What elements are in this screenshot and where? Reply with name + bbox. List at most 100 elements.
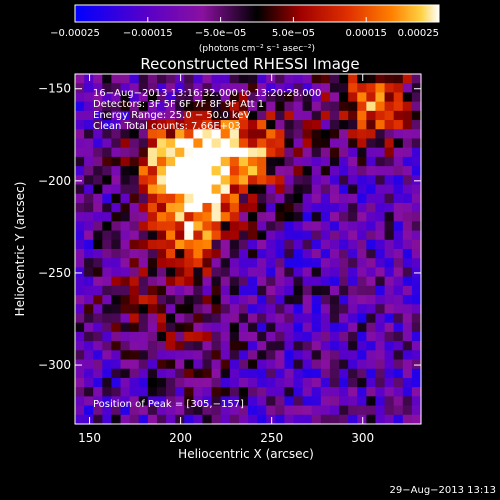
heatmap-cell [402,193,413,204]
heatmap-cell [211,258,222,269]
axis-ticks: 150 200 250 300 −150 −200 −250 −300 [38,74,421,445]
heatmap-cell [411,110,422,121]
heatmap-cell [238,74,249,84]
heatmap-cell [211,184,222,195]
heatmap-cell [175,101,185,112]
heatmap-cell [156,377,167,388]
heatmap-cell [375,83,386,94]
heatmap-cell [311,147,322,158]
heatmap-cell [302,249,313,259]
heatmap-cell [147,377,158,388]
heatmap-cell [384,83,395,94]
heatmap-cell [339,83,349,94]
heatmap-cell [402,322,413,333]
heatmap-cell [339,331,349,342]
heatmap-cell [393,258,404,269]
heatmap-cell [348,101,358,112]
heatmap-cell [329,74,340,84]
heatmap-cell [166,184,176,195]
heatmap-cell [175,230,185,241]
heatmap-cell [411,313,422,324]
heatmap-cell [147,92,158,103]
heatmap-cell [138,331,149,342]
heatmap-cell [384,295,395,305]
heatmap-cell [411,359,422,370]
colorbar-gradient [74,4,440,23]
heatmap-cell [111,221,122,232]
heatmap-cell [293,331,304,342]
heatmap-cell [366,276,377,287]
heatmap-cell [156,129,167,140]
heatmap-cell [166,193,176,204]
heatmap-cell [329,239,340,250]
heatmap-cell [366,304,377,315]
heatmap-cell [93,184,103,195]
heatmap-cell [111,368,122,379]
heatmap-cell [129,276,140,287]
heatmap-cell [93,359,103,370]
heatmap-cell [311,304,322,315]
heatmap-cell [229,175,240,186]
heatmap-cell [284,221,295,232]
heatmap-cell [220,313,231,324]
heatmap-cell [120,341,131,351]
heatmap-cell [348,138,358,149]
heatmap-cell [248,377,258,388]
heatmap-cell [293,295,304,305]
heatmap-cell [320,313,331,324]
heatmap-cell [220,304,231,315]
heatmap-cell [175,341,185,351]
heatmap-cell [302,331,313,342]
heatmap-cell [238,212,249,222]
heatmap-cell [93,175,103,186]
heatmap-cell [402,138,413,149]
heatmap-cell [357,239,367,250]
heatmap-cell [311,414,322,425]
heatmap-cell [75,110,85,121]
heatmap-cell [156,221,167,232]
heatmap-cell [302,313,313,324]
heatmap-cell [266,212,276,222]
heatmap-cell [257,147,267,158]
heatmap-cell [275,138,286,149]
heatmap-cell [129,331,140,342]
heatmap-cell [384,387,395,397]
heatmap-cell [102,230,113,241]
heatmap-cell [138,276,149,287]
heatmap-cell [156,175,167,186]
heatmap-cell [220,212,231,222]
heatmap-cell [193,184,204,195]
heatmap-cell [229,230,240,241]
heatmap-cell [329,313,340,324]
heatmap-cell [229,92,240,103]
heatmap-cell [293,249,304,259]
heatmap-cell [320,239,331,250]
heatmap-cell [120,239,131,250]
heatmap-cell [284,239,295,250]
y-tick-label: −150 [38,82,71,96]
heatmap-cell [393,341,404,351]
heatmap-cell [375,377,386,388]
heatmap-cell [375,129,386,140]
heatmap-cell [266,249,276,259]
heatmap-cell [229,74,240,84]
heatmap-cell [156,110,167,121]
heatmap-cell [411,387,422,397]
heatmap-cell [284,120,295,130]
heatmap-cell [302,387,313,397]
heatmap-cell [120,101,131,112]
heatmap-cell [329,110,340,121]
heatmap-cell [75,249,85,259]
heatmap-cell [266,120,276,130]
heatmap-cell [102,313,113,324]
heatmap-cell [138,202,149,213]
heatmap-cell [111,74,122,84]
heatmap-cell [147,110,158,121]
heatmap-cell [275,405,286,416]
heatmap-cell [257,175,267,186]
heatmap-cell [229,249,240,259]
heatmap-cell [393,129,404,140]
heatmap-cell [284,368,295,379]
heatmap-cell [357,230,367,241]
heatmap-cell [311,202,322,213]
